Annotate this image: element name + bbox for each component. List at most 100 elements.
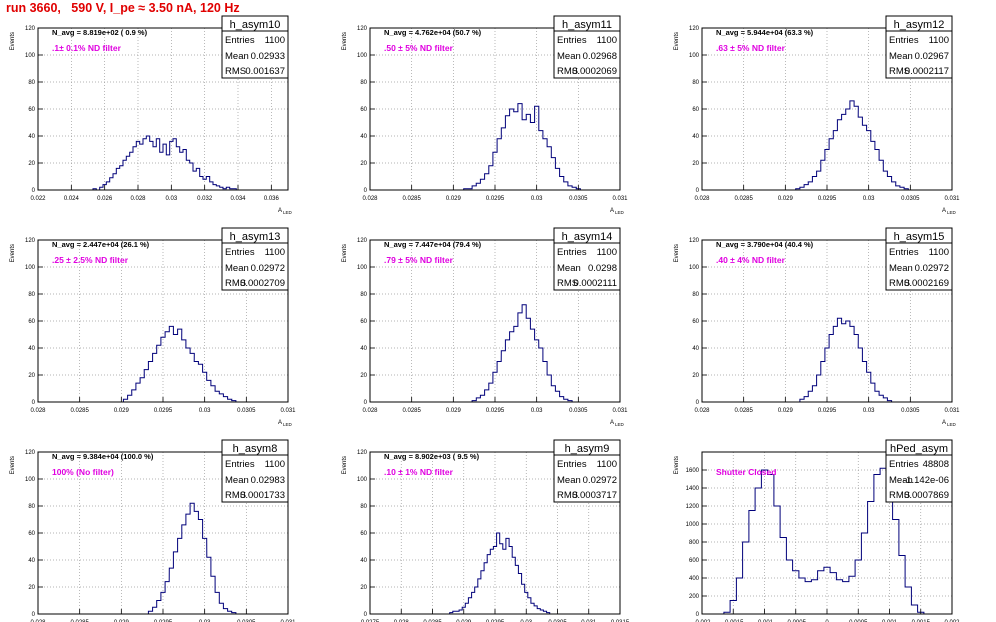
histogram-h_asym10 xyxy=(92,135,240,191)
y-axis-title: Events xyxy=(342,244,348,262)
y-tick-label: 80 xyxy=(692,80,699,86)
stats-entries-value: 1100 xyxy=(929,247,949,258)
y-tick-label: 40 xyxy=(360,558,367,564)
y-tick-label: 100 xyxy=(25,477,36,483)
stats-rms-value: 0.0002709 xyxy=(240,278,285,289)
panel-h_asym13: 0.028 0.0285 0.029 0.0295 0.03 0.0305 0.031 0 20… xyxy=(10,227,296,427)
n-avg-annotation: N_avg = 3.790e+04 (40.4 %) xyxy=(716,240,814,249)
y-tick-label: 120 xyxy=(357,26,368,32)
y-tick-label: 0 xyxy=(32,188,36,194)
stats-entries-label: Entries xyxy=(889,247,919,258)
panel-h_asym11: 0.028 0.0285 0.029 0.0295 0.03 0.0305 0.031 0 20… xyxy=(342,15,628,215)
y-tick-label: 20 xyxy=(692,373,699,379)
x-tick-label: 0.028 xyxy=(694,196,710,202)
x-tick-label: 0.0285 xyxy=(70,408,89,414)
y-tick-label: 40 xyxy=(692,134,699,140)
x-tick-label: 0.0305 xyxy=(237,408,256,414)
panel-h_asym14: 0.028 0.0285 0.029 0.0295 0.03 0.0305 0.031 0 20… xyxy=(342,227,628,427)
stats-mean-value: 0.02968 xyxy=(583,51,617,62)
stats-box xyxy=(221,15,289,79)
y-tick-label: 1400 xyxy=(686,486,700,492)
x-tick-label: 0.029 xyxy=(446,408,462,414)
x-axis-title: A xyxy=(942,420,946,426)
y-tick-label: 80 xyxy=(360,292,367,298)
x-tick-label: -0.0015 xyxy=(723,620,744,622)
y-axis-title: Events xyxy=(10,32,16,50)
n-avg-annotation: N_avg = 5.944e+04 (63.3 %) xyxy=(716,28,814,37)
x-tick-label: 0.0305 xyxy=(569,196,588,202)
n-avg-annotation: N_avg = 9.384e+04 (100.0 %) xyxy=(52,452,154,461)
x-tick-label: 0.028 xyxy=(394,620,410,622)
y-axis-title: Events xyxy=(674,244,680,262)
y-tick-label: 40 xyxy=(28,134,35,140)
y-tick-label: 0 xyxy=(32,400,36,406)
panel-h_asym8: 0.028 0.0285 0.029 0.0295 0.03 0.0305 0.031 0 20… xyxy=(10,439,296,622)
x-tick-label: -0.0005 xyxy=(786,620,807,622)
y-axis-title: Events xyxy=(342,32,348,50)
histogram-h_asym9 xyxy=(449,532,551,614)
x-tick-label: 0.031 xyxy=(944,196,960,202)
stats-box xyxy=(553,227,621,291)
stats-entries-label: Entries xyxy=(557,35,587,46)
stats-rms-value: 0.001637 xyxy=(245,66,285,77)
stats-mean-label: Mean xyxy=(889,51,913,62)
stats-entries-value: 1100 xyxy=(265,35,285,46)
x-tick-label: 0.0295 xyxy=(818,196,837,202)
stats-title: h_asym15 xyxy=(894,231,945,243)
y-tick-label: 20 xyxy=(28,373,35,379)
panel-h_asym15: 0.028 0.0285 0.029 0.0295 0.03 0.0305 0.031 0 20… xyxy=(674,227,960,427)
x-tick-label: 0.029 xyxy=(456,620,472,622)
y-tick-label: 20 xyxy=(28,161,35,167)
y-tick-label: 40 xyxy=(360,346,367,352)
x-tick-label: 0.03 xyxy=(199,620,211,622)
y-tick-label: 800 xyxy=(689,540,700,546)
stats-mean-value: 0.02983 xyxy=(251,475,285,486)
x-tick-label: 0.0285 xyxy=(734,408,753,414)
x-tick-label: 0.03 xyxy=(165,196,177,202)
stats-entries-label: Entries xyxy=(225,459,255,470)
x-tick-label: 0.0295 xyxy=(486,196,505,202)
x-tick-label: 0.0275 xyxy=(361,620,380,622)
x-tick-label: 0.03 xyxy=(520,620,532,622)
y-tick-label: 400 xyxy=(689,576,700,582)
stats-rms-value: 0.0002111 xyxy=(574,278,618,289)
x-tick-label: 0.0295 xyxy=(486,408,505,414)
y-tick-label: 120 xyxy=(25,26,36,32)
x-tick-label: 0.028 xyxy=(30,408,46,414)
stats-rms-value: 0.0002069 xyxy=(572,66,617,77)
filter-annotation: .25 ± 2.5% ND filter xyxy=(52,255,129,265)
x-tick-label: 0 xyxy=(825,620,829,622)
x-tick-label: 0.029 xyxy=(446,196,462,202)
y-tick-label: 200 xyxy=(689,594,700,600)
x-tick-label: 0.0295 xyxy=(486,620,505,622)
x-tick-label: 0.029 xyxy=(114,620,130,622)
stats-mean-value: 0.02972 xyxy=(583,475,617,486)
y-tick-label: 60 xyxy=(360,531,367,537)
x-tick-label: 0.031 xyxy=(280,620,296,622)
stats-rms-label: RMS xyxy=(557,278,578,289)
stats-entries-label: Entries xyxy=(889,35,919,46)
y-axis-title: Events xyxy=(10,456,16,474)
histogram-h_asym15 xyxy=(799,317,893,402)
y-tick-label: 0 xyxy=(364,612,368,618)
stats-title: h_asym10 xyxy=(230,19,281,31)
y-tick-label: 100 xyxy=(25,265,36,271)
y-tick-label: 120 xyxy=(689,238,700,244)
stats-entries-label: Entries xyxy=(557,247,587,258)
x-axis-subscript: LED xyxy=(947,210,957,215)
y-tick-label: 40 xyxy=(360,134,367,140)
x-tick-label: 0.029 xyxy=(114,408,130,414)
x-tick-label: 0.03 xyxy=(863,408,875,414)
x-tick-label: 0.036 xyxy=(264,196,280,202)
y-axis-title: Events xyxy=(674,456,680,474)
y-tick-label: 100 xyxy=(357,265,368,271)
n-avg-annotation: N_avg = 2.447e+04 (26.1 %) xyxy=(52,240,150,249)
x-tick-label: 0.034 xyxy=(230,196,246,202)
y-tick-label: 0 xyxy=(364,188,368,194)
x-tick-label: 0.03 xyxy=(531,408,543,414)
y-tick-label: 120 xyxy=(357,450,368,456)
stats-entries-value: 1100 xyxy=(597,35,617,46)
stats-rms-label: RMS xyxy=(225,278,246,289)
stats-mean-label: Mean xyxy=(557,263,581,274)
